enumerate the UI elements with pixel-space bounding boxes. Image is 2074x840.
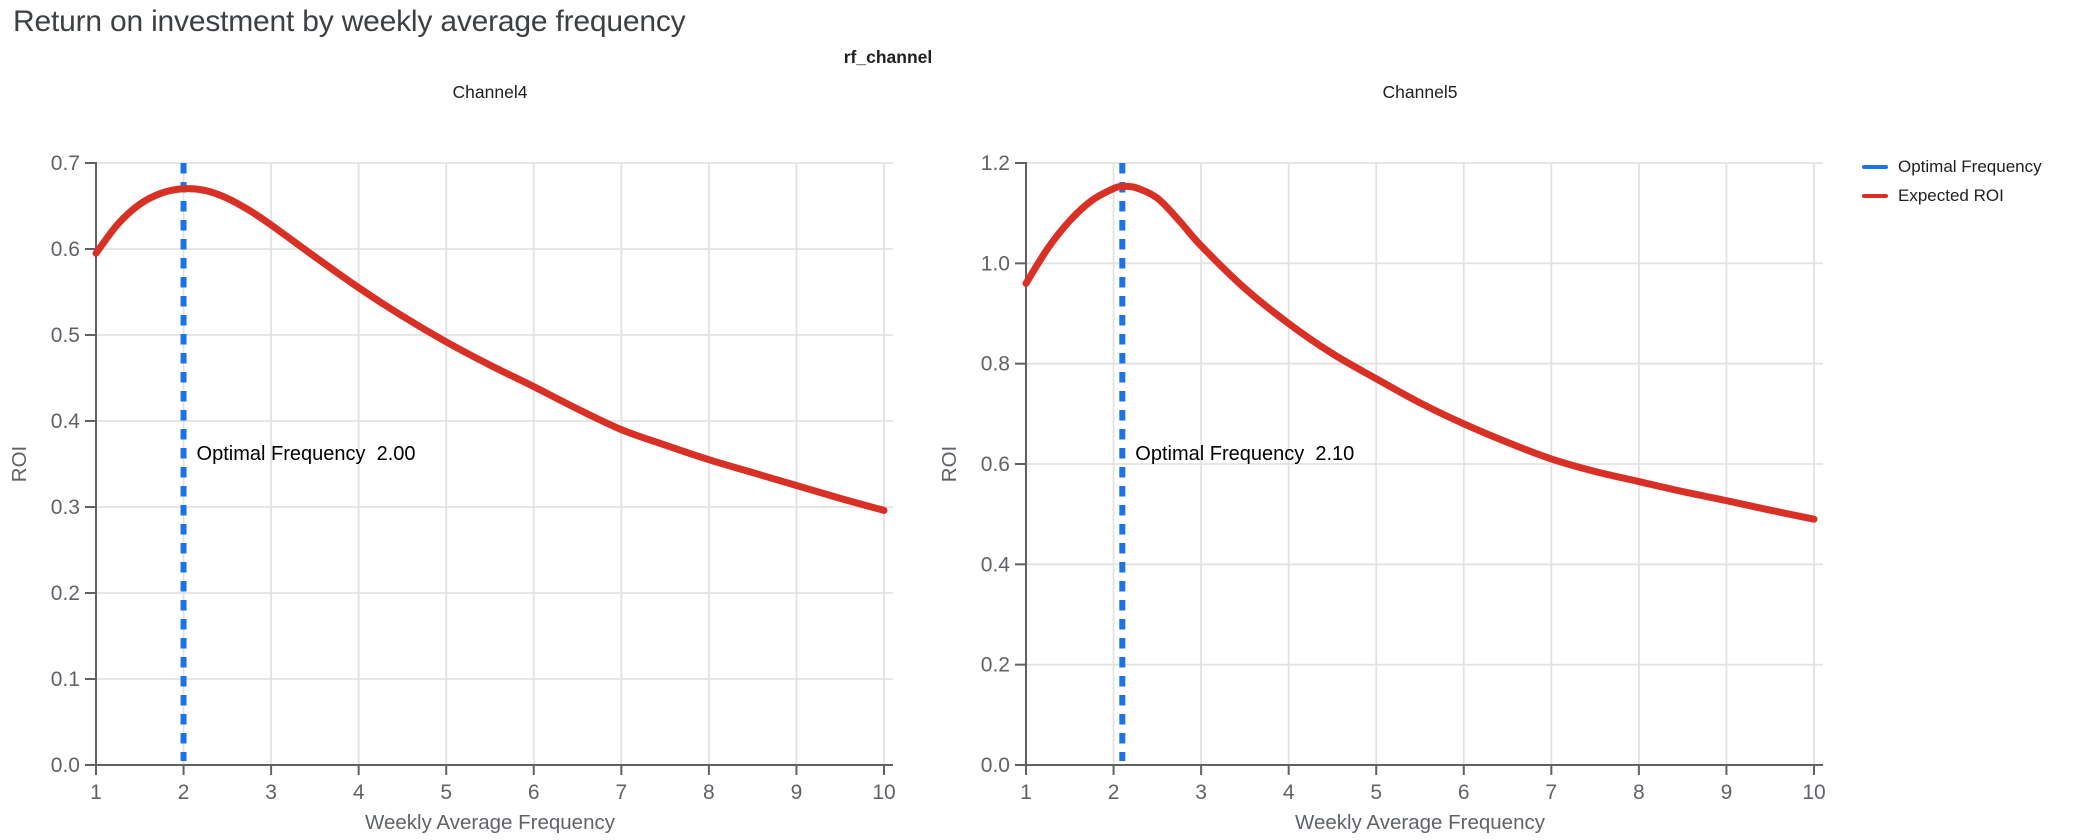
svg-text:0.5: 0.5 <box>51 324 80 347</box>
axes <box>85 162 893 775</box>
svg-text:0.3: 0.3 <box>51 496 80 519</box>
svg-text:10: 10 <box>872 781 895 804</box>
page-title: Return on investment by weekly average f… <box>13 5 686 38</box>
svg-text:0.4: 0.4 <box>51 410 81 433</box>
x-axis-label: Weekly Average Frequency <box>365 811 616 834</box>
x-axis-label: Weekly Average Frequency <box>1295 811 1546 834</box>
svg-text:6: 6 <box>528 781 540 804</box>
annotation-optimal-frequency: Optimal Frequency 2.10 <box>1135 443 1354 465</box>
svg-text:1: 1 <box>90 781 102 804</box>
svg-text:2: 2 <box>1108 781 1120 804</box>
svg-text:7: 7 <box>615 781 627 804</box>
svg-text:8: 8 <box>1633 781 1645 804</box>
subplot-title: Channel5 <box>1383 82 1458 102</box>
y-tick-labels: 0.0 0.1 0.2 0.3 0.4 0.5 0.6 0.7 <box>51 152 81 777</box>
axes <box>1015 162 1823 775</box>
x-tick-labels: 1 2 3 4 5 6 7 8 9 10 <box>1020 781 1826 804</box>
optimal-frequency-swatch-icon <box>1862 165 1888 169</box>
svg-text:7: 7 <box>1545 781 1557 804</box>
svg-text:1.2: 1.2 <box>981 152 1010 175</box>
svg-text:1: 1 <box>1020 781 1032 804</box>
expected-roi-swatch-icon <box>1862 194 1888 198</box>
svg-text:4: 4 <box>353 781 365 804</box>
y-axis-label: ROI <box>938 446 961 482</box>
svg-text:0.1: 0.1 <box>51 668 80 691</box>
svg-text:0.6: 0.6 <box>51 238 80 261</box>
svg-text:1.0: 1.0 <box>981 252 1010 275</box>
legend-label-optimal-frequency: Optimal Frequency <box>1898 157 2042 176</box>
svg-text:0.0: 0.0 <box>51 754 80 777</box>
svg-text:5: 5 <box>440 781 452 804</box>
chart-channel4-svg: 1 2 3 4 5 6 7 8 9 10 0.0 0.1 0.2 0.3 0.4 0.5 0.6 0.7 Optim… <box>8 82 896 834</box>
svg-text:4: 4 <box>1283 781 1295 804</box>
svg-text:3: 3 <box>265 781 277 804</box>
svg-text:0.8: 0.8 <box>981 353 1010 376</box>
legend-item-expected-roi: Expected ROI <box>1862 186 2042 206</box>
svg-text:10: 10 <box>1802 781 1825 804</box>
svg-text:0.2: 0.2 <box>51 582 80 605</box>
svg-text:6: 6 <box>1458 781 1470 804</box>
svg-text:0.7: 0.7 <box>51 152 80 175</box>
annotation-optimal-frequency: Optimal Frequency 2.00 <box>197 443 416 465</box>
svg-text:0.0: 0.0 <box>981 754 1010 777</box>
svg-text:2: 2 <box>178 781 190 804</box>
svg-text:0.6: 0.6 <box>981 453 1010 476</box>
svg-text:0.2: 0.2 <box>981 654 1010 677</box>
y-axis-label: ROI <box>8 446 31 482</box>
expected-roi-curve <box>92 185 888 514</box>
facet-title: rf_channel <box>843 47 933 67</box>
x-tick-labels: 1 2 3 4 5 6 7 8 9 10 <box>90 781 896 804</box>
svg-text:8: 8 <box>703 781 715 804</box>
subplot-title: Channel4 <box>453 82 528 102</box>
legend-item-optimal-frequency: Optimal Frequency <box>1862 157 2042 177</box>
gridlines <box>96 162 893 765</box>
legend-label-expected-roi: Expected ROI <box>1898 186 2004 205</box>
expected-roi-curve <box>1022 182 1818 523</box>
svg-text:0.4: 0.4 <box>981 553 1011 576</box>
chart-channel4: 1 2 3 4 5 6 7 8 9 10 0.0 0.1 0.2 0.3 0.4 0.5 0.6 0.7 Optim… <box>0 40 950 840</box>
chart-channel5-svg: 1 2 3 4 5 6 7 8 9 10 0.0 0.2 0.4 0.6 0.8 1.0 1.2 Optimal … <box>938 82 1826 834</box>
legend: Optimal Frequency Expected ROI <box>1862 157 2042 215</box>
svg-text:9: 9 <box>1721 781 1733 804</box>
svg-text:3: 3 <box>1195 781 1207 804</box>
svg-text:9: 9 <box>791 781 803 804</box>
gridlines <box>1026 162 1823 765</box>
y-tick-labels: 0.0 0.2 0.4 0.6 0.8 1.0 1.2 <box>981 152 1011 777</box>
svg-text:5: 5 <box>1370 781 1382 804</box>
chart-channel5: 1 2 3 4 5 6 7 8 9 10 0.0 0.2 0.4 0.6 0.8 1.0 1.2 Optimal … <box>930 40 1880 840</box>
